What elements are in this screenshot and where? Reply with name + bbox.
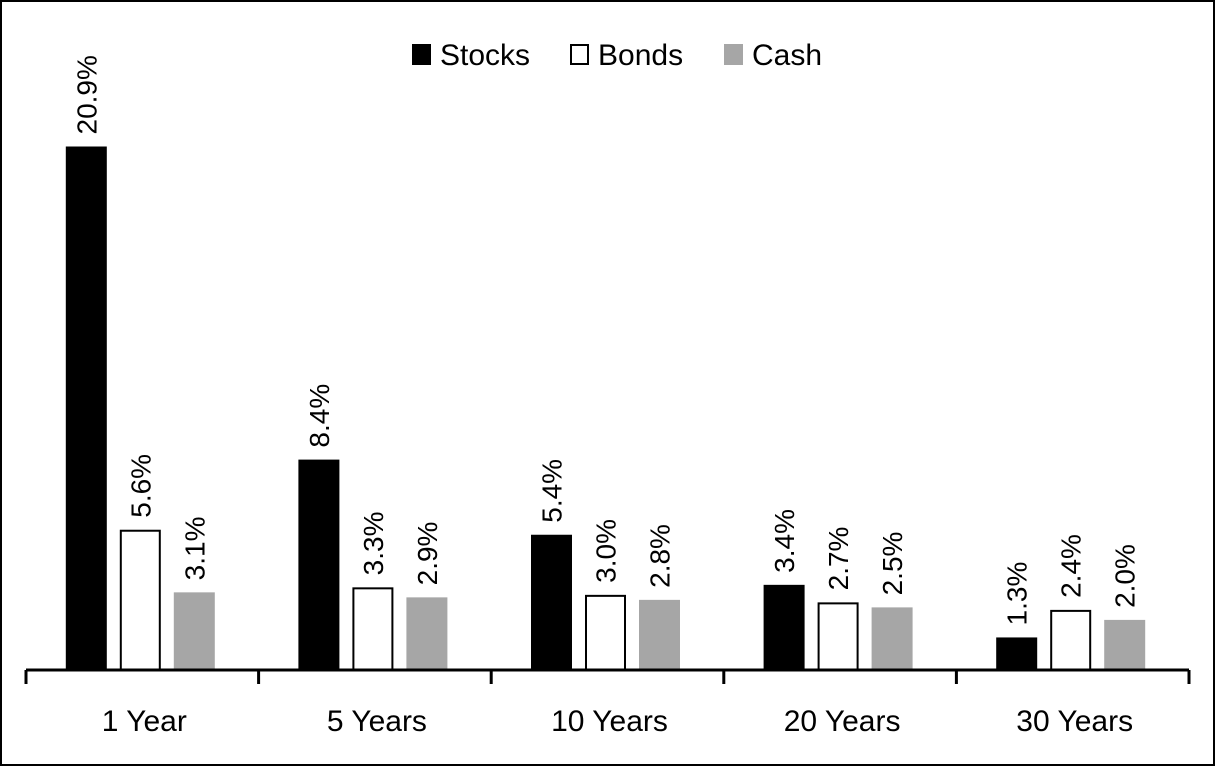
data-label-stocks-3: 3.4% xyxy=(769,509,800,573)
data-label-bonds-3: 2.7% xyxy=(823,527,854,591)
bar-cash-2 xyxy=(639,599,680,670)
bar-cash-4 xyxy=(1104,619,1146,670)
legend-swatch-cash xyxy=(724,44,743,65)
bar-cash-3 xyxy=(871,607,913,670)
data-label-cash-2: 2.8% xyxy=(645,524,676,588)
data-label-stocks-1: 8.4% xyxy=(304,384,335,448)
legend-swatch-bonds xyxy=(570,44,589,65)
bar-bonds-2 xyxy=(585,594,626,671)
data-labels-layer: 20.9% 5.6% 3.1% 8.4% 3.3% 2.9% 5.4% 3.0% 2.8% 3.4… xyxy=(71,55,1140,625)
data-label-stocks-4: 1.3% xyxy=(1002,562,1033,626)
bar-bonds-0 xyxy=(119,529,161,671)
data-label-bonds-4: 2.4% xyxy=(1056,534,1087,598)
bar-bonds-3 xyxy=(817,602,859,671)
bar-stocks-3 xyxy=(763,584,805,670)
legend-swatch-stocks xyxy=(412,44,431,65)
data-label-cash-4: 2.0% xyxy=(1110,544,1141,608)
data-label-cash-1: 2.9% xyxy=(412,522,443,586)
x-tick-label-4: 30 Years xyxy=(1016,705,1133,738)
bar-stocks-4 xyxy=(996,637,1038,670)
legend: Stocks Bonds Cash xyxy=(412,39,822,72)
data-label-bonds-1: 3.3% xyxy=(358,512,389,576)
bar-stocks-1 xyxy=(298,459,340,670)
data-label-bonds-2: 3.0% xyxy=(591,519,622,583)
data-label-cash-3: 2.5% xyxy=(877,532,908,596)
x-axis: 1 Year 5 Years 10 Years 20 Years 30 Years xyxy=(24,668,1191,738)
bar-stocks-2 xyxy=(531,534,572,670)
data-label-cash-0: 3.1% xyxy=(179,517,210,581)
x-tick-label-1: 5 Years xyxy=(327,705,427,738)
legend-label-bonds: Bonds xyxy=(598,39,683,72)
x-tick-label-2: 10 Years xyxy=(551,705,668,738)
bar-bonds-1 xyxy=(352,587,394,671)
bar-bonds-4 xyxy=(1050,609,1092,672)
bar-cash-0 xyxy=(173,592,215,670)
bar-cash-1 xyxy=(406,597,448,670)
x-tick-label-3: 20 Years xyxy=(784,705,901,738)
data-label-bonds-0: 5.6% xyxy=(125,454,156,518)
legend-label-cash: Cash xyxy=(752,39,822,72)
bars-layer xyxy=(65,146,1146,672)
x-tick-label-0: 1 Year xyxy=(102,705,187,738)
bar-stocks-0 xyxy=(65,146,107,670)
legend-label-stocks: Stocks xyxy=(440,39,530,72)
data-label-stocks-0: 20.9% xyxy=(71,55,102,134)
data-label-stocks-2: 5.4% xyxy=(537,459,568,523)
